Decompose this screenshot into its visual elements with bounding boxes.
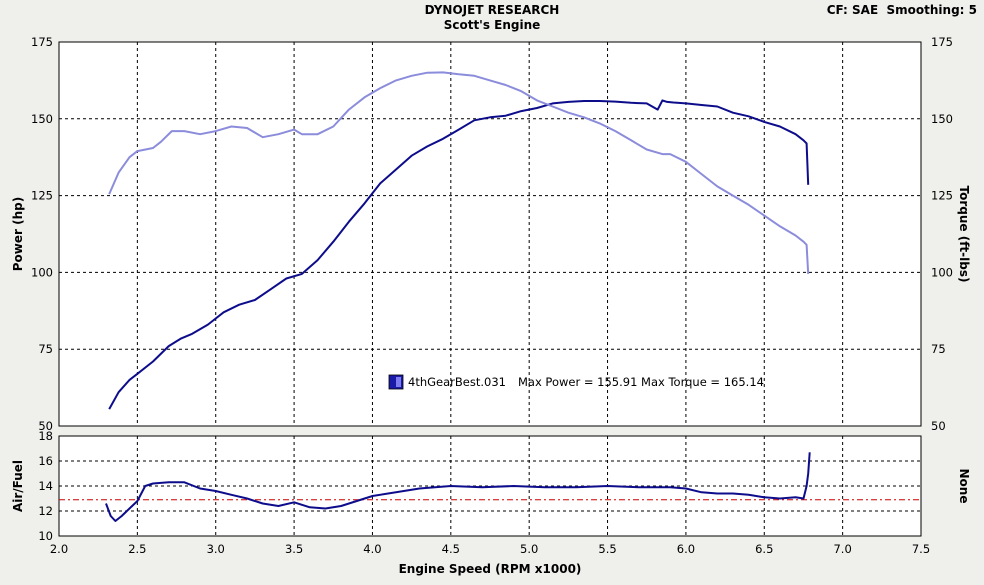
rpm-tick-label: 4.0: [363, 542, 381, 556]
rpm-tick-label: 3.5: [285, 542, 303, 556]
afr-curve: [105, 452, 811, 522]
torque-axis-ticks: 50 75 100 125 150 175: [931, 35, 953, 433]
afr-tick-label: 18: [38, 429, 53, 443]
afr-right-axis-label: None: [957, 469, 971, 504]
correction-smoothing-info: CF: SAE Smoothing: 5: [827, 3, 977, 17]
rpm-tick-label: 6.0: [677, 542, 695, 556]
power-curve: [108, 99, 810, 410]
power-tick-label: 175: [31, 35, 53, 49]
main-plot-area: [58, 41, 922, 427]
afr-axis-ticks: 10 12 14 16 18: [38, 429, 53, 543]
legend-swatch-highlight: [396, 377, 401, 387]
torque-tick-label: 125: [931, 189, 953, 203]
rpm-tick-label: 2.5: [128, 542, 146, 556]
power-tick-label: 100: [31, 265, 53, 279]
torque-tick-label: 50: [931, 419, 946, 433]
power-axis-ticks: 50 75 100 125 150 175: [31, 35, 53, 433]
afr-axis-label: Air/Fuel: [11, 460, 25, 512]
rpm-tick-label: 7.5: [912, 542, 930, 556]
rpm-tick-label: 4.5: [442, 542, 460, 556]
power-tick-label: 50: [38, 419, 53, 433]
rpm-tick-label: 2.0: [50, 542, 68, 556]
rpm-tick-label: 5.0: [520, 542, 538, 556]
torque-tick-label: 175: [931, 35, 953, 49]
chart-title: DYNOJET RESEARCH: [425, 3, 560, 17]
torque-axis-label: Torque (ft-lbs): [957, 186, 971, 283]
rpm-tick-label: 7.0: [833, 542, 851, 556]
afr-tick-label: 14: [38, 479, 53, 493]
legend-summary: Max Power = 155.91 Max Torque = 165.14: [518, 375, 764, 389]
afr-tick-label: 10: [38, 529, 53, 543]
power-tick-label: 125: [31, 189, 53, 203]
rpm-axis-ticks: 2.0 2.5 3.0 3.5 4.0 4.5 5.0 5.5 6.0 6.5 7.0 7.5: [50, 542, 930, 556]
rpm-axis-label: Engine Speed (RPM x1000): [399, 562, 582, 576]
legend-run-name: 4thGearBest.031: [408, 375, 506, 389]
torque-tick-label: 75: [931, 342, 946, 356]
main-grid: [59, 42, 921, 426]
rpm-tick-label: 6.5: [755, 542, 773, 556]
torque-tick-label: 150: [931, 112, 953, 126]
power-tick-label: 75: [38, 342, 53, 356]
torque-tick-label: 100: [931, 265, 953, 279]
rpm-tick-label: 5.5: [598, 542, 616, 556]
power-axis-label: Power (hp): [11, 197, 25, 271]
afr-tick-label: 12: [38, 504, 53, 518]
torque-curve: [108, 71, 810, 274]
chart-subtitle: Scott's Engine: [444, 18, 541, 32]
power-tick-label: 150: [31, 112, 53, 126]
rpm-tick-label: 3.0: [207, 542, 225, 556]
afr-tick-label: 16: [38, 454, 53, 468]
